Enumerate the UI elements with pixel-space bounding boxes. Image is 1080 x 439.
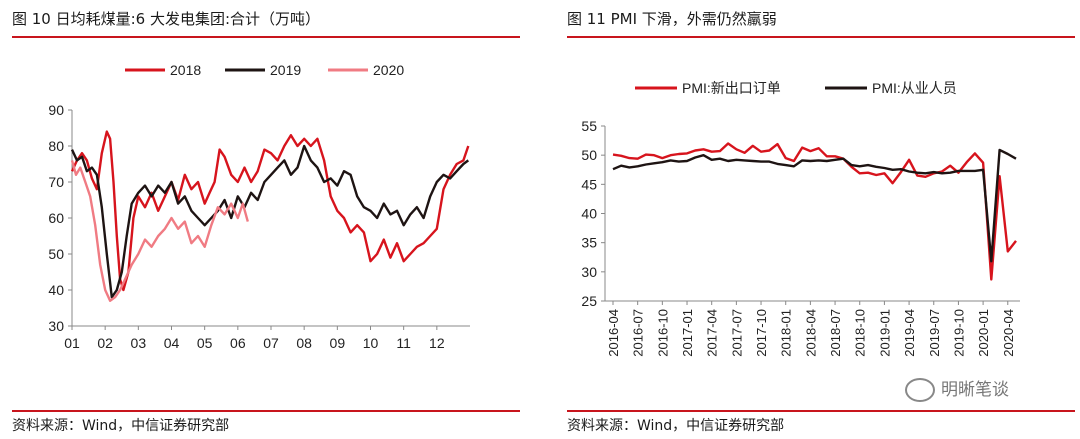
x-tick-label: 04 (164, 335, 180, 351)
coal-consumption-chart: 2018 2019 2020 30 40 50 60 70 80 90 01 02 03 04 05 06 07… (48, 62, 470, 351)
pmi-chart: PMI:新出口订单 PMI:从业人员 25 30 35 40 45 50 55 2016-04 20… (581, 80, 1020, 357)
y-tick-label: 30 (581, 264, 597, 280)
legend-label-2018: 2018 (170, 62, 201, 78)
y-tick-label: 25 (581, 293, 597, 309)
x-tick-label: 2019-01 (877, 309, 892, 357)
x-tick-label: 2017-04 (705, 309, 720, 357)
y-tick-label: 40 (48, 282, 64, 298)
x-tick-label: 2018-10 (853, 309, 868, 357)
x-tick-label: 08 (296, 335, 312, 351)
series-line-2020 (70, 160, 249, 302)
legend-label-0: PMI:新出口订单 (682, 80, 781, 96)
legend-label-1: PMI:从业人员 (872, 80, 957, 96)
y-tick-label: 55 (581, 118, 597, 134)
watermark-text: 明晰笔谈 (941, 380, 1009, 400)
x-tick-label: 12 (429, 335, 445, 351)
series-line-0 (612, 142, 1017, 281)
x-tick-label: 10 (363, 335, 379, 351)
right-top-rule (567, 36, 1075, 38)
legend-label-2020: 2020 (373, 62, 404, 78)
left-source-note: 资料来源：Wind，中信证券研究部 (12, 418, 230, 434)
right-source-note: 资料来源：Wind，中信证券研究部 (567, 418, 785, 434)
left-figure-panel: 图 10 日均耗煤量:6 大发电集团:合计（万吨） 2018 2019 2020 30… (0, 0, 525, 439)
y-tick-label: 45 (581, 176, 597, 192)
x-tick-label: 03 (131, 335, 147, 351)
y-tick-label: 60 (48, 210, 64, 226)
y-tick-label: 70 (48, 174, 64, 190)
right-figure-title: 图 11 PMI 下滑，外需仍然羸弱 (567, 10, 777, 28)
right-figure-panel: 图 11 PMI 下滑，外需仍然羸弱 PMI:新出口订单 PMI:从业人员 25 30… (555, 0, 1080, 439)
left-top-rule (12, 36, 520, 38)
wechat-icon (905, 378, 935, 402)
y-tick-label: 30 (48, 318, 64, 334)
x-tick-label: 02 (97, 335, 113, 351)
x-tick-label: 07 (263, 335, 279, 351)
x-tick-label: 2017-10 (754, 309, 769, 357)
y-tick-label: 40 (581, 206, 597, 222)
x-tick-label: 06 (230, 335, 246, 351)
x-tick-label: 01 (64, 335, 80, 351)
series-line-2019 (70, 144, 470, 299)
legend-label-2019: 2019 (270, 62, 301, 78)
left-figure-title: 图 10 日均耗煤量:6 大发电集团:合计（万吨） (12, 10, 321, 28)
y-tick-label: 35 (581, 235, 597, 251)
x-tick-label: 2018-07 (828, 309, 843, 357)
y-tick-label: 50 (48, 246, 64, 262)
left-bottom-rule (12, 410, 520, 412)
legend: PMI:新出口订单 PMI:从业人员 (635, 80, 957, 96)
watermark: 明晰笔谈 (905, 375, 1009, 402)
x-tick-label: 2017-01 (680, 309, 695, 357)
x-tick-label: 2020-04 (1001, 309, 1016, 357)
y-tick-label: 80 (48, 138, 64, 154)
y-tick-label: 90 (48, 102, 64, 118)
y-tick-label: 50 (581, 147, 597, 163)
x-tick-label: 2019-10 (951, 309, 966, 357)
x-tick-label: 2020-01 (976, 309, 991, 357)
x-tick-label: 05 (197, 335, 213, 351)
right-bottom-rule (567, 410, 1075, 412)
series-line-1 (612, 148, 1017, 263)
legend: 2018 2019 2020 (125, 62, 404, 78)
x-tick-label: 2018-01 (779, 309, 794, 357)
x-tick-label: 2016-10 (655, 309, 670, 357)
x-tick-label: 11 (396, 335, 411, 351)
x-tick-label: 09 (330, 335, 346, 351)
x-tick-label: 2019-04 (902, 309, 917, 357)
x-tick-label: 2018-04 (803, 309, 818, 357)
x-tick-label: 2017-07 (729, 309, 744, 357)
x-tick-label: 2016-04 (606, 309, 621, 357)
x-tick-label: 2019-07 (927, 309, 942, 357)
x-tick-label: 2016-07 (631, 309, 646, 357)
